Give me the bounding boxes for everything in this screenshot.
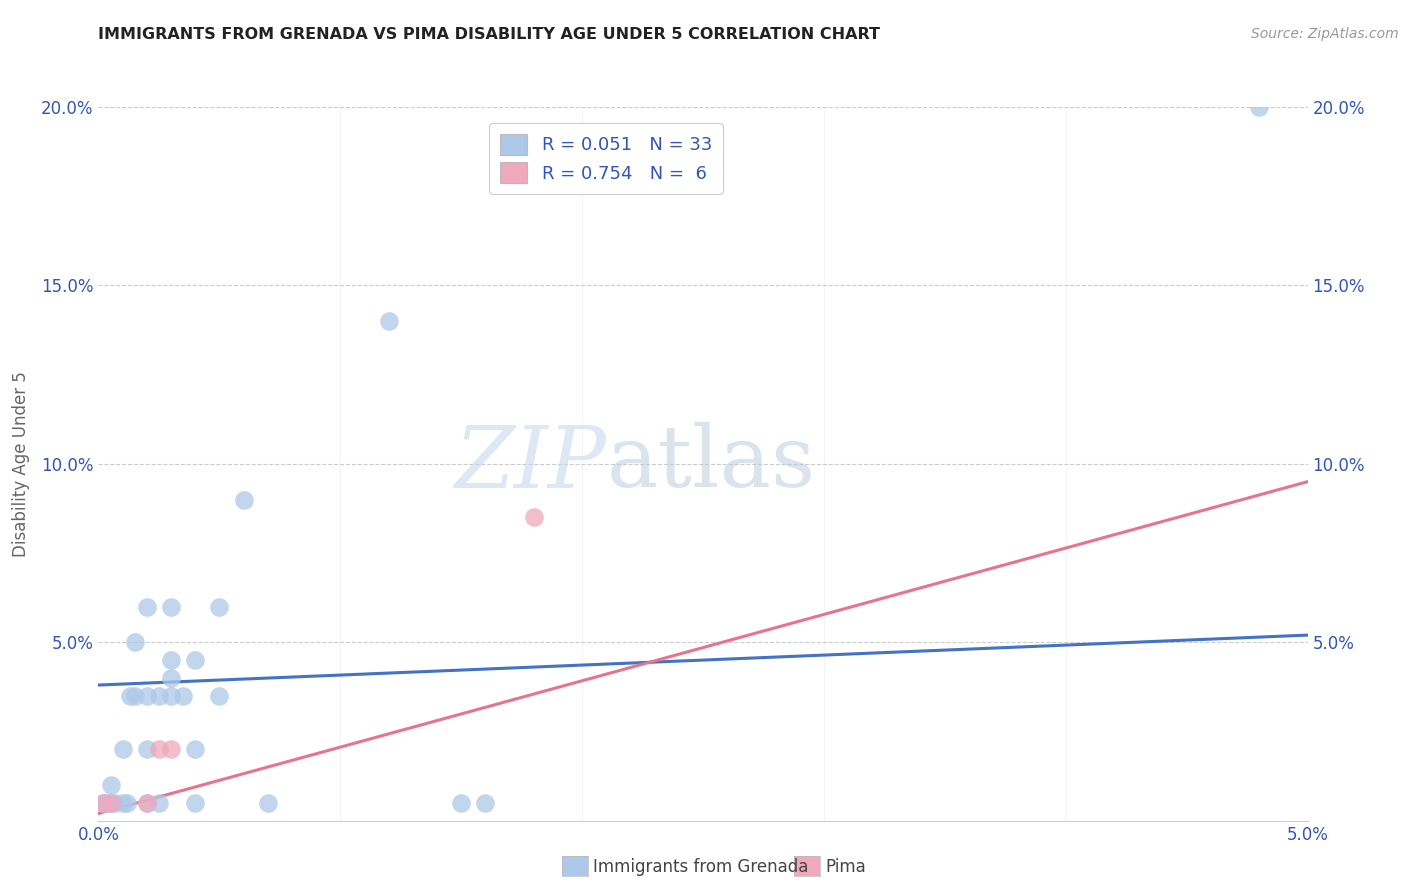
Point	[148, 742, 170, 756]
Point	[184, 796, 207, 810]
Point	[450, 796, 472, 810]
Point	[94, 796, 117, 810]
Point	[135, 796, 157, 810]
Point	[117, 796, 139, 810]
Point	[184, 742, 207, 756]
Point	[100, 796, 122, 810]
Point	[111, 742, 134, 756]
Point	[160, 742, 183, 756]
Text: IMMIGRANTS FROM GRENADA VS PIMA DISABILITY AGE UNDER 5 CORRELATION CHART: IMMIGRANTS FROM GRENADA VS PIMA DISABILI…	[98, 27, 880, 42]
Point	[100, 778, 122, 792]
Point	[135, 796, 157, 810]
Point	[160, 671, 183, 685]
Point	[104, 796, 127, 810]
Point	[124, 635, 146, 649]
Point	[160, 653, 183, 667]
Point	[148, 796, 170, 810]
Point	[160, 689, 183, 703]
Point	[111, 796, 134, 810]
Point	[523, 510, 546, 524]
Point	[377, 314, 399, 328]
Point	[118, 689, 141, 703]
Point	[172, 689, 194, 703]
Point	[135, 599, 157, 614]
Point	[91, 796, 114, 810]
Point	[232, 492, 254, 507]
Text: Immigrants from Grenada: Immigrants from Grenada	[593, 858, 808, 876]
Point	[256, 796, 278, 810]
Legend: R = 0.051   N = 33, R = 0.754   N =  6: R = 0.051 N = 33, R = 0.754 N = 6	[489, 123, 723, 194]
Point	[124, 689, 146, 703]
Point	[1249, 100, 1271, 114]
Text: Pima: Pima	[825, 858, 866, 876]
Point	[208, 599, 231, 614]
Point	[148, 689, 170, 703]
Point	[135, 689, 157, 703]
Point	[474, 796, 496, 810]
Text: atlas: atlas	[606, 422, 815, 506]
Point	[184, 653, 207, 667]
Point	[100, 796, 122, 810]
Point	[91, 796, 114, 810]
Point	[135, 742, 157, 756]
Text: ZIP: ZIP	[454, 423, 606, 505]
Y-axis label: Disability Age Under 5: Disability Age Under 5	[11, 371, 30, 557]
Point	[208, 689, 231, 703]
Point	[160, 599, 183, 614]
Text: Source: ZipAtlas.com: Source: ZipAtlas.com	[1251, 27, 1399, 41]
